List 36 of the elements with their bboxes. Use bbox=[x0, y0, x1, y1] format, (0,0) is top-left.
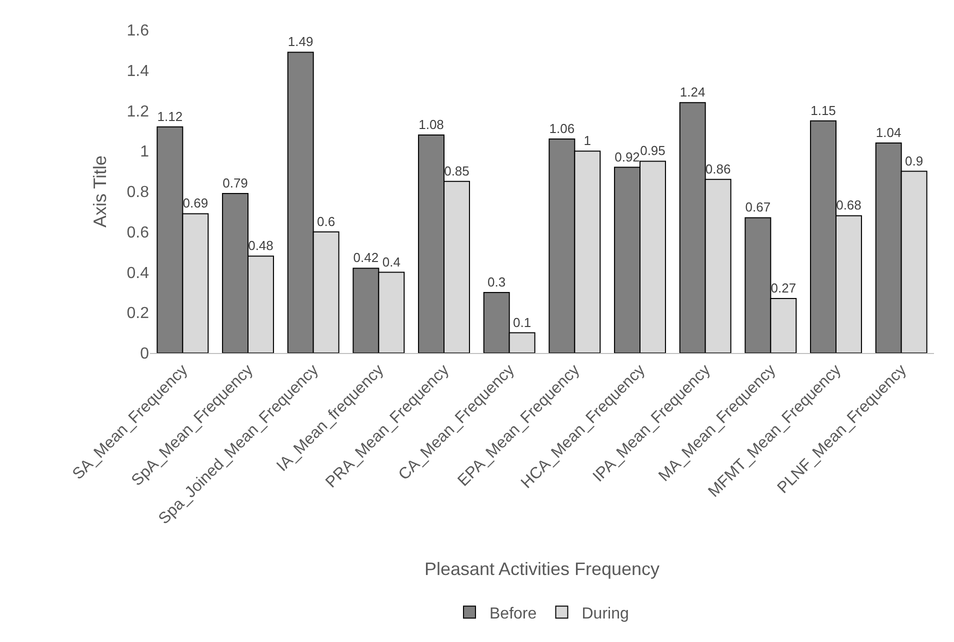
data-label: 0.9 bbox=[905, 153, 924, 168]
data-label: 1.04 bbox=[876, 125, 902, 140]
legend-label: During bbox=[582, 605, 629, 622]
data-label: 0.68 bbox=[836, 198, 862, 213]
data-label: 0.69 bbox=[182, 196, 208, 211]
data-label: 0.27 bbox=[770, 280, 796, 296]
data-label: 0.79 bbox=[222, 176, 248, 191]
data-label: 0.1 bbox=[513, 314, 532, 330]
y-tick-label: 0.2 bbox=[126, 305, 150, 322]
y-tick-label: 1.6 bbox=[126, 22, 150, 40]
y-tick-label: 1.2 bbox=[126, 103, 150, 120]
data-label: 0.3 bbox=[488, 274, 506, 290]
data-label: 0.4 bbox=[382, 254, 400, 270]
data-label: 0.95 bbox=[640, 143, 666, 158]
x-axis-title: Pleasant Activities Frequency bbox=[424, 558, 660, 579]
y-tick-label: 1.4 bbox=[126, 62, 150, 80]
data-label: 0.67 bbox=[745, 200, 771, 215]
legend-label: Before bbox=[490, 605, 537, 622]
data-label: 1 bbox=[584, 133, 592, 148]
y-tick-label: 0.4 bbox=[126, 264, 150, 282]
data-label: 1.15 bbox=[810, 102, 836, 118]
data-label: 0.85 bbox=[444, 163, 470, 178]
data-label: 1.49 bbox=[288, 34, 314, 50]
data-label: 0.6 bbox=[317, 214, 336, 229]
data-label: 1.06 bbox=[549, 121, 575, 136]
data-label: 1.12 bbox=[157, 108, 183, 124]
y-axis-title: Axis Title bbox=[90, 155, 110, 228]
data-label: 0.48 bbox=[248, 238, 274, 254]
data-label: 0.42 bbox=[353, 250, 379, 266]
y-tick-label: 0.8 bbox=[126, 184, 150, 202]
y-tick-label: 1 bbox=[140, 144, 150, 161]
data-label: 1.24 bbox=[680, 84, 706, 100]
data-label: 0.92 bbox=[614, 149, 640, 164]
y-tick-label: 0.6 bbox=[126, 224, 150, 242]
y-tick-label: 0 bbox=[140, 346, 150, 363]
data-label: 1.08 bbox=[418, 116, 444, 132]
